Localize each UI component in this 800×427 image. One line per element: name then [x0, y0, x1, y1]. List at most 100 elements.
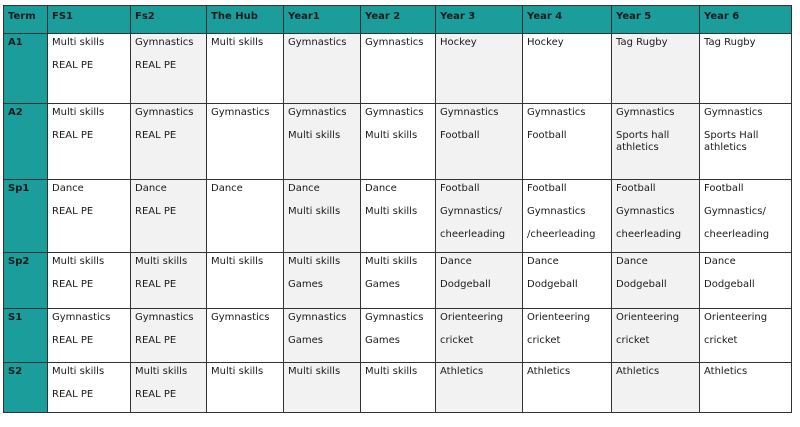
table-row: A1 Multi skills REAL PE Gymnastics REAL PE Mu… [3, 33, 792, 104]
activity-text: Multi skills [365, 130, 418, 141]
activity-text: Football [440, 183, 480, 194]
table-row: S1 Gymnastics REAL PE Gymnastics REAL PE Gymn… [3, 308, 792, 363]
table-cell: Athletics [611, 362, 700, 413]
activity-text: Gymnastics [616, 107, 675, 118]
activity-text: Multi skills [288, 366, 341, 377]
activity-text: REAL PE [52, 389, 94, 400]
table-cell: Tag Rugby [611, 33, 700, 104]
table-cell: Dance Dodgeball [522, 252, 612, 309]
activity-text: Dance [135, 183, 167, 194]
activity-text: Multi skills [135, 366, 188, 377]
pe-curriculum-table: Term FS1 Fs2 The Hub Year1 Year 2 Year 3 Year 4… [3, 5, 792, 413]
activity-text: Orienteering [440, 312, 504, 323]
activity-text: Multi skills [365, 256, 418, 267]
activity-text: Multi skills [288, 206, 341, 217]
activity-text: Multi skills [288, 130, 341, 141]
activity-text: cricket [616, 335, 650, 346]
activity-text: Tag Rugby [704, 37, 756, 48]
header-row: Term FS1 Fs2 The Hub Year1 Year 2 Year 3 Year 4… [3, 5, 792, 34]
column-header: Year 5 [611, 5, 700, 34]
term-label: A1 [3, 33, 48, 104]
table-cell: Football Gymnastics/cheerleading [435, 179, 523, 253]
table-cell: Gymnastics Games [283, 308, 361, 363]
activity-text: Dance [52, 183, 84, 194]
table-cell: Athletics [522, 362, 612, 413]
activity-text: Multi skills [211, 256, 264, 267]
activity-text: Gymnastics [440, 107, 499, 118]
column-header: Year 2 [360, 5, 436, 34]
activity-text: Dance [704, 256, 736, 267]
column-header: Year 3 [435, 5, 523, 34]
table-cell: Gymnastics Football [522, 103, 612, 180]
activity-text: cheerleading [704, 229, 770, 240]
activity-text: Football [440, 130, 480, 141]
activity-text: REAL PE [135, 130, 177, 141]
activity-text: Sports Hall [704, 130, 759, 141]
activity-text: Games [288, 279, 323, 290]
term-label: S2 [3, 362, 48, 413]
table-cell: Gymnastics Football [435, 103, 523, 180]
table-cell: Gymnastics Games [360, 308, 436, 363]
column-header: FS1 [47, 5, 131, 34]
table-cell: Dance [206, 179, 284, 253]
activity-text: Dodgeball [440, 279, 491, 290]
term-label: A2 [3, 103, 48, 180]
activity-text: Gymnastics [288, 312, 347, 323]
table-cell: Gymnastics Sports hall athletics [611, 103, 700, 180]
activity-text: Multi skills [211, 366, 264, 377]
table-cell: Athletics [699, 362, 792, 413]
table-cell: Multi skills REAL PE [47, 252, 131, 309]
activity-text: Gymnastics [135, 37, 194, 48]
table-cell: Tag Rugby [699, 33, 792, 104]
table-cell: Dance Multi skills [360, 179, 436, 253]
table-cell: Dance Dodgeball [611, 252, 700, 309]
activity-text: Multi skills [52, 37, 105, 48]
table-cell: Dance REAL PE [47, 179, 131, 253]
activity-text: Gymnastics [616, 206, 675, 217]
activity-text: Orienteering [704, 312, 768, 323]
table-cell: Gymnastics REAL PE [130, 308, 207, 363]
activity-text: Games [288, 335, 323, 346]
activity-text: Gymnastics [211, 107, 270, 118]
table-cell: Dance Dodgeball [435, 252, 523, 309]
table-cell: Football Gymnastics/cheerleading [522, 179, 612, 253]
table-cell: Football Gymnastics/cheerleading [699, 179, 792, 253]
table-cell: Multi skills REAL PE [47, 33, 131, 104]
table-cell: Athletics [435, 362, 523, 413]
activity-text: Dance [288, 183, 320, 194]
activity-text: Multi skills [365, 206, 418, 217]
table-cell: Gymnastics Multi skills [360, 103, 436, 180]
column-header: Year 4 [522, 5, 612, 34]
activity-text: Dance [527, 256, 559, 267]
activity-text: Dodgeball [704, 279, 755, 290]
activity-text: Football [527, 130, 567, 141]
activity-text: Gymnastics [527, 206, 586, 217]
activity-text: Games [365, 335, 400, 346]
table-cell: Gymnastics Multi skills [283, 103, 361, 180]
table-cell: Football Gymnastics cheerleading [611, 179, 700, 253]
activity-text: Multi skills [52, 366, 105, 377]
column-header: Year 6 [699, 5, 792, 34]
activity-text: REAL PE [135, 60, 177, 71]
table-cell: Gymnastics Sports Hall athletics [699, 103, 792, 180]
activity-text: Athletics [527, 366, 571, 377]
table-row: S2 Multi skills REAL PE Multi skills REAL PE… [3, 362, 792, 413]
activity-text: cheerleading [440, 229, 506, 240]
activity-text: Orienteering [616, 312, 680, 323]
activity-text: Football [616, 183, 656, 194]
activity-text: REAL PE [135, 206, 177, 217]
activity-text: Football [704, 183, 744, 194]
activity-text: Multi skills [365, 366, 418, 377]
activity-text: Football [527, 183, 567, 194]
activity-text: Gymnastics/ [704, 206, 766, 217]
term-label: Sp2 [3, 252, 48, 309]
activity-text: Hockey [527, 37, 564, 48]
activity-text: cricket [440, 335, 474, 346]
activity-text: Gymnastics [288, 37, 347, 48]
activity-text: Gymnastics [135, 107, 194, 118]
activity-text: Gymnastics [527, 107, 586, 118]
activity-text: Gymnastics [135, 312, 194, 323]
table-row: A2 Multi skills REAL PE Gymnastics REAL PE Gy… [3, 103, 792, 180]
activity-text: Dodgeball [616, 279, 667, 290]
table-cell: Orienteering cricket [435, 308, 523, 363]
